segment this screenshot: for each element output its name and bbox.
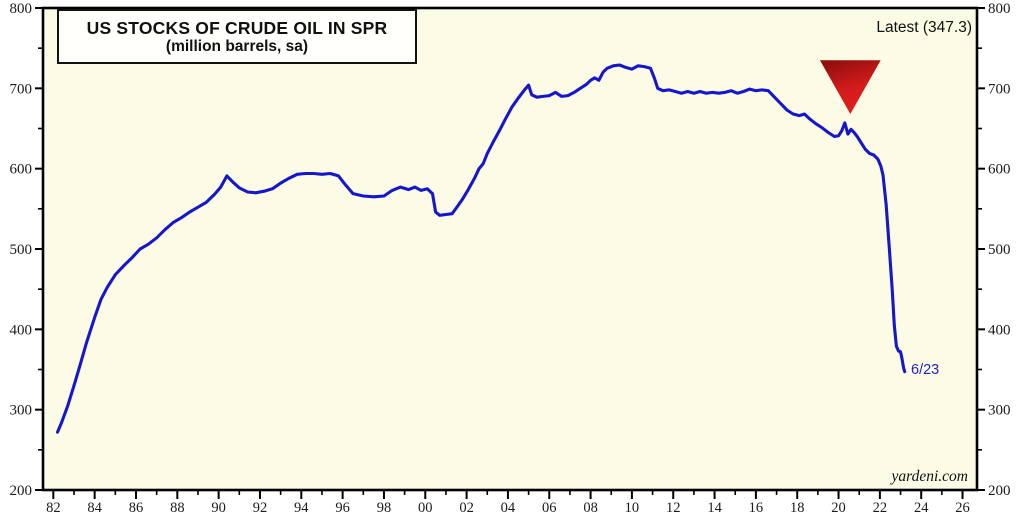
x-axis-tick-label: 92 — [253, 500, 268, 516]
plot-border — [41, 6, 979, 492]
x-axis-tick-label: 06 — [542, 500, 557, 516]
y-axis-tick-label-right: 800 — [988, 1, 1011, 17]
x-axis-tick-label: 00 — [418, 500, 433, 516]
x-axis-tick-label: 24 — [914, 500, 929, 516]
y-axis-tick-label-left: 400 — [10, 322, 33, 338]
x-axis-tick-label: 22 — [873, 500, 888, 516]
x-axis-tick-label: 20 — [831, 500, 846, 516]
y-axis-tick-label-left: 700 — [10, 81, 33, 97]
y-axis-tick-label-left: 800 — [10, 1, 33, 17]
x-axis-tick-label: 08 — [583, 500, 598, 516]
chart-title-box: US STOCKS OF CRUDE OIL IN SPR (million b… — [57, 9, 417, 64]
y-axis-tick-label-left: 300 — [10, 403, 33, 419]
y-axis-tick-label-left: 500 — [10, 242, 33, 258]
x-axis-tick-label: 12 — [666, 500, 681, 516]
y-axis-tick-label-right: 400 — [988, 322, 1011, 338]
x-axis-tick-label: 26 — [955, 500, 970, 516]
endpoint-date-label: 6/23 — [911, 362, 940, 378]
x-axis-tick-label: 86 — [129, 500, 144, 516]
decline-marker-icon — [819, 60, 881, 115]
x-axis-tick-label: 90 — [211, 500, 226, 516]
y-axis-tick-label-right: 700 — [988, 81, 1011, 97]
y-axis-tick-label-left: 600 — [10, 162, 33, 178]
x-axis-tick-label: 16 — [749, 500, 764, 516]
x-axis-tick-label: 18 — [790, 500, 805, 516]
x-axis-tick-label: 88 — [170, 500, 185, 516]
chart-title: US STOCKS OF CRUDE OIL IN SPR — [86, 17, 388, 38]
x-axis-tick-label: 94 — [294, 500, 309, 516]
x-axis-tick-label: 04 — [501, 500, 516, 516]
x-axis-tick-label: 14 — [707, 500, 722, 516]
y-axis-tick-label-right: 300 — [988, 403, 1011, 419]
x-axis-tick-label: 82 — [46, 500, 61, 516]
y-axis-tick-label-left: 200 — [10, 483, 33, 499]
y-axis-tick-label-right: 500 — [988, 242, 1011, 258]
y-axis-tick-label-right: 200 — [988, 483, 1011, 499]
chart-subtitle: (million barrels, sa) — [165, 37, 309, 55]
x-axis-tick-label: 84 — [87, 500, 102, 516]
source-watermark: yardeni.com — [891, 468, 968, 485]
y-axis-tick-label-right: 600 — [988, 162, 1011, 178]
x-axis-tick-label: 02 — [459, 500, 474, 516]
latest-value-label: Latest (347.3) — [876, 19, 972, 36]
x-axis-tick-label: 98 — [377, 500, 392, 516]
x-axis-tick-label: 96 — [335, 500, 350, 516]
plot-area — [43, 8, 977, 490]
x-axis-tick-label: 10 — [625, 500, 640, 516]
series-line — [55, 63, 907, 434]
